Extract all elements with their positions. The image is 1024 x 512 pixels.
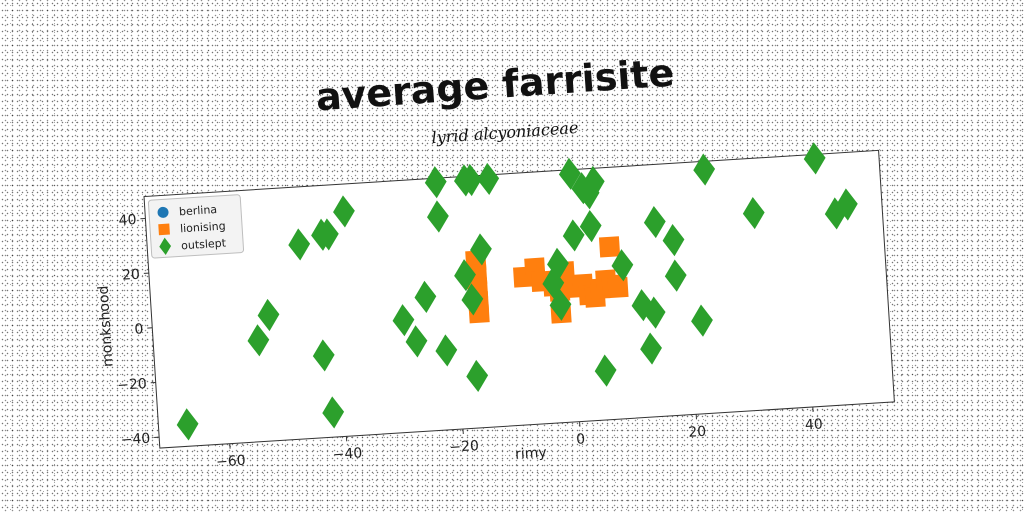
plot-area: −60 −40 −20 0 20 40 −40 −20 0 20 40 rimy monkshoo…	[96, 142, 895, 471]
point-outslept-12	[424, 166, 447, 199]
legend-marker-berlina	[157, 206, 169, 218]
point-outslept-27	[577, 177, 600, 210]
chart-title: average farrisite	[314, 51, 675, 120]
point-outslept-33	[643, 296, 666, 329]
point-outslept-16	[459, 163, 482, 197]
point-outslept-22	[558, 157, 581, 190]
point-outslept-20	[470, 233, 492, 266]
point-outslept-38	[664, 259, 687, 292]
x-tick-label-3: 0	[576, 431, 586, 448]
point-outslept-29	[579, 210, 602, 243]
x-axis-label: rimy	[515, 445, 548, 463]
point-outslept-31	[611, 249, 634, 282]
point-outslept-34	[640, 332, 662, 365]
point-outslept-41	[742, 197, 765, 230]
legend-marker-lionising	[158, 223, 170, 236]
point-outslept-37	[662, 224, 685, 257]
x-tick-label-4: 20	[688, 424, 707, 441]
point-outslept-17	[477, 162, 500, 196]
point-outslept-7	[312, 339, 335, 372]
x-tick-label-0: −60	[216, 453, 246, 471]
plot-frame	[143, 149, 895, 449]
point-outslept-8	[322, 396, 345, 429]
point-outslept-21	[466, 359, 489, 393]
y-tick-label-4: 40	[118, 212, 137, 229]
legend-box	[147, 194, 245, 259]
point-outslept-13	[427, 200, 449, 233]
point-outslept-28	[582, 165, 605, 199]
point-lionising-19	[598, 236, 621, 258]
y-tick-label-2: 0	[134, 321, 144, 338]
point-outslept-2	[257, 298, 280, 332]
x-tick-label-2: −20	[449, 438, 479, 456]
legend-label-outslept: outslept	[181, 236, 227, 252]
point-outslept-10	[405, 325, 428, 358]
point-outslept-1	[247, 324, 270, 357]
point-outslept-35	[594, 354, 617, 387]
data-marks	[176, 142, 858, 441]
y-axis-label: monkshood	[96, 285, 117, 367]
point-outslept-6	[333, 195, 355, 228]
chart-subtitle: lyrid alcyoniaceae	[431, 118, 579, 147]
x-tick-label-1: −40	[332, 445, 362, 463]
point-outslept-18	[454, 259, 476, 292]
point-outslept-19	[461, 283, 484, 316]
point-outslept-42	[803, 142, 826, 175]
point-outslept-14	[435, 334, 458, 367]
legend-label-lionising: lionising	[180, 220, 226, 236]
point-outslept-25	[549, 288, 572, 321]
point-outslept-40	[693, 153, 716, 186]
x-tick-label-5: 40	[805, 416, 824, 433]
point-outslept-44	[835, 188, 858, 221]
legend-label-berlina: berlina	[179, 203, 218, 218]
y-tick-label-1: −20	[117, 376, 147, 394]
point-outslept-11	[414, 280, 437, 313]
point-outslept-30	[562, 219, 585, 252]
point-outslept-23	[547, 247, 569, 280]
point-outslept-36	[643, 205, 666, 239]
point-outslept-9	[392, 304, 415, 337]
point-outslept-43	[824, 197, 847, 230]
y-tick-label-3: 20	[122, 267, 141, 284]
point-outslept-5	[316, 218, 339, 251]
point-outslept-39	[691, 304, 713, 337]
y-tick-label-0: −40	[120, 431, 150, 449]
point-outslept-0	[176, 408, 199, 441]
point-lionising-18	[607, 276, 629, 299]
point-outslept-3	[288, 228, 311, 261]
y-axis: −40 −20 0 20 40	[117, 212, 160, 449]
legend-marker-outslept	[159, 237, 172, 256]
x-axis: −60 −40 −20 0 20 40	[216, 406, 824, 471]
